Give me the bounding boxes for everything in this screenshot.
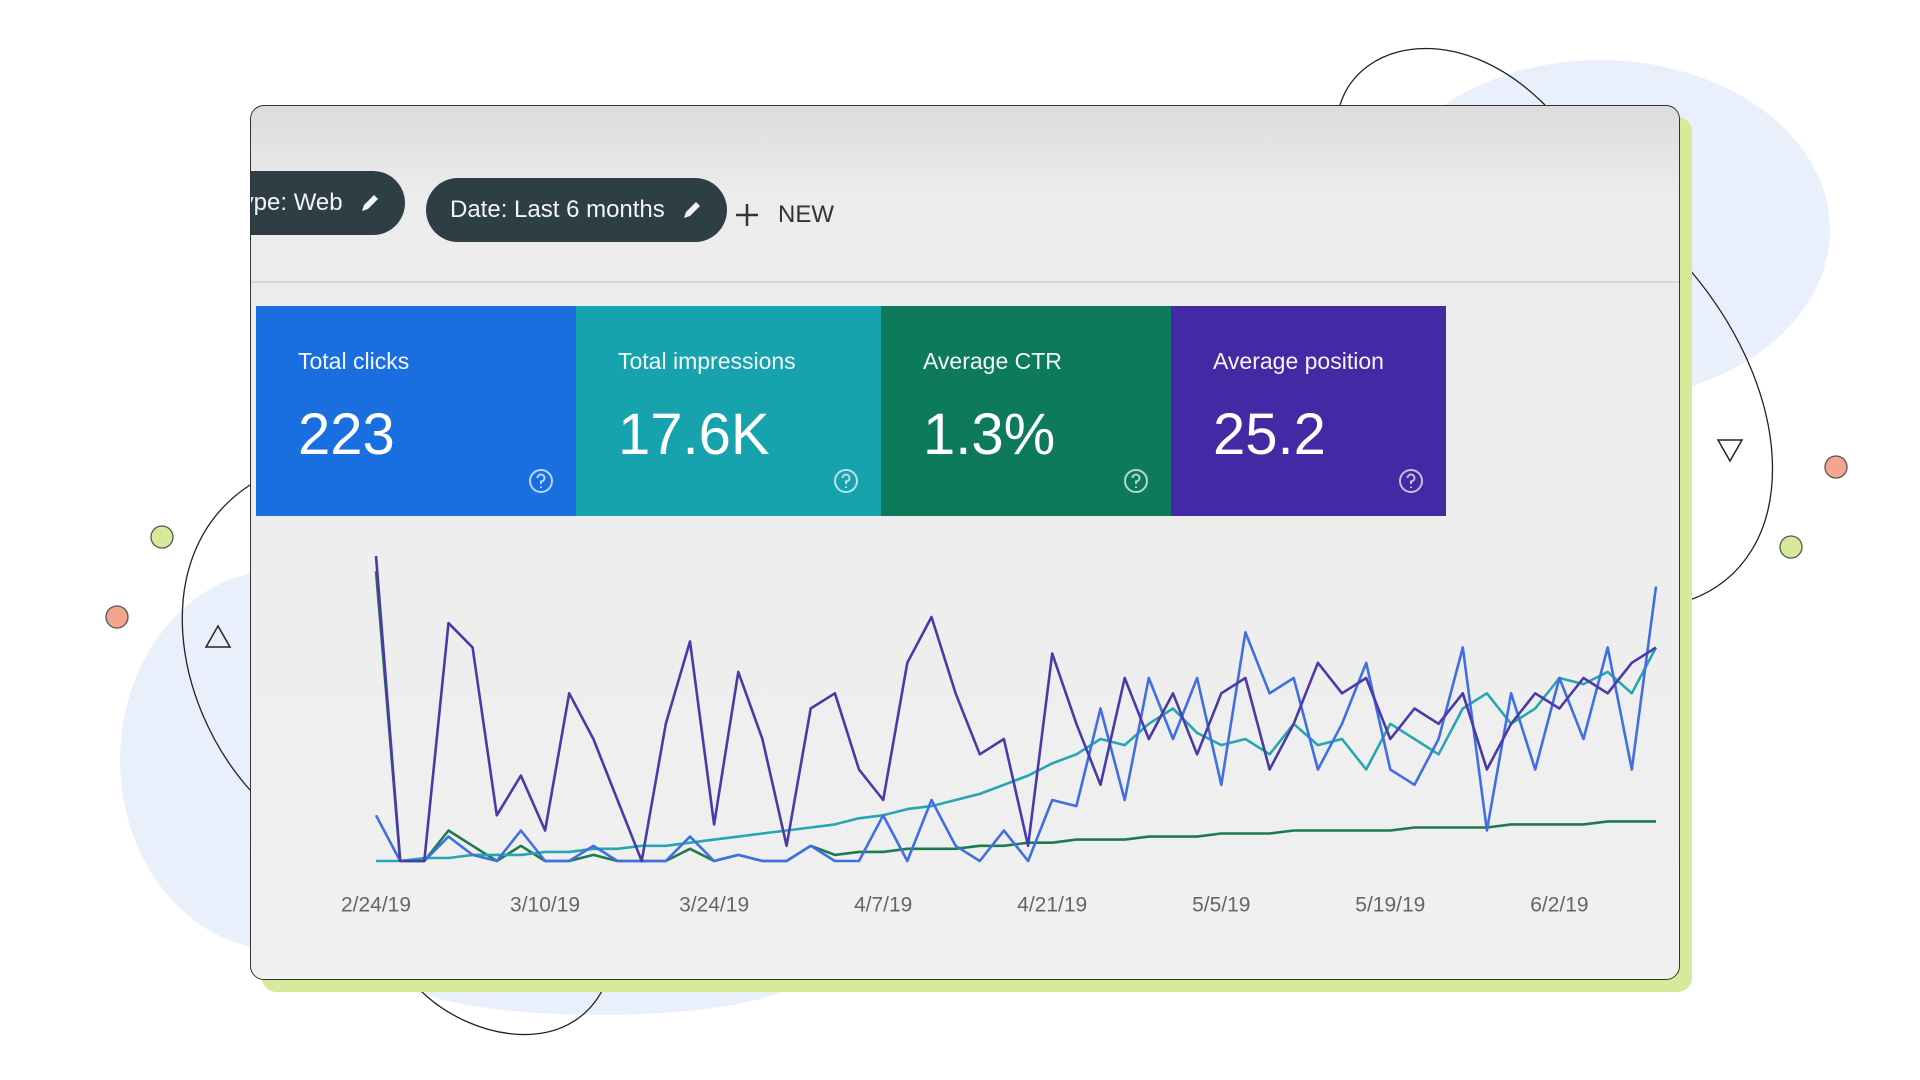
x-tick-label: 6/2/19	[1530, 894, 1588, 917]
metric-title: Average position	[1213, 348, 1384, 374]
help-icon[interactable]	[1398, 468, 1424, 494]
edit-icon	[361, 195, 378, 211]
metric-card[interactable]: Average position 25.2	[1171, 306, 1446, 516]
metric-card[interactable]: Total clicks 223	[256, 306, 576, 516]
help-icon[interactable]	[528, 468, 554, 494]
metric-value: 1.3%	[923, 402, 1056, 467]
filter-chip[interactable]: type: Web	[251, 171, 405, 235]
metric-title: Average CTR	[923, 348, 1062, 374]
chip-label: type: Web	[251, 189, 343, 216]
edit-icon	[683, 202, 700, 218]
x-tick-label: 3/24/19	[679, 894, 749, 917]
plus-icon	[736, 204, 758, 226]
metric-title: Total impressions	[618, 348, 796, 374]
x-tick-label: 4/21/19	[1017, 894, 1087, 917]
metric-title: Total clicks	[298, 348, 410, 374]
help-icon[interactable]	[1123, 468, 1149, 494]
metric-value: 223	[298, 402, 395, 467]
series-line	[374, 555, 1657, 863]
metric-value: 17.6K	[618, 402, 770, 467]
series-line	[374, 571, 1656, 863]
metric-card[interactable]: Total impressions 17.6K	[576, 306, 881, 516]
metric-value: 25.2	[1213, 402, 1326, 467]
series-line	[376, 646, 1658, 863]
chip-label: Date: Last 6 months	[450, 196, 665, 223]
series-line	[374, 586, 1658, 863]
x-tick-label: 4/7/19	[854, 894, 912, 917]
x-tick-label: 2/24/19	[341, 894, 411, 917]
screen: type: Web Date: Last 6 months NEW Total …	[250, 105, 1680, 980]
new-button[interactable]: NEW	[734, 201, 834, 229]
x-tick-label: 3/10/19	[510, 894, 580, 917]
x-tick-label: 5/19/19	[1355, 894, 1425, 917]
help-icon[interactable]	[833, 468, 859, 494]
line-chart: 2/24/19 3/10/19 3/24/19 4/7/19 4/21/19 5/5/19…	[341, 555, 1658, 917]
new-label: NEW	[778, 201, 834, 228]
metric-card[interactable]: Average CTR 1.3%	[881, 306, 1171, 516]
divider	[251, 281, 1679, 283]
x-tick-label: 5/5/19	[1192, 894, 1250, 917]
filter-chip[interactable]: Date: Last 6 months	[426, 178, 727, 242]
